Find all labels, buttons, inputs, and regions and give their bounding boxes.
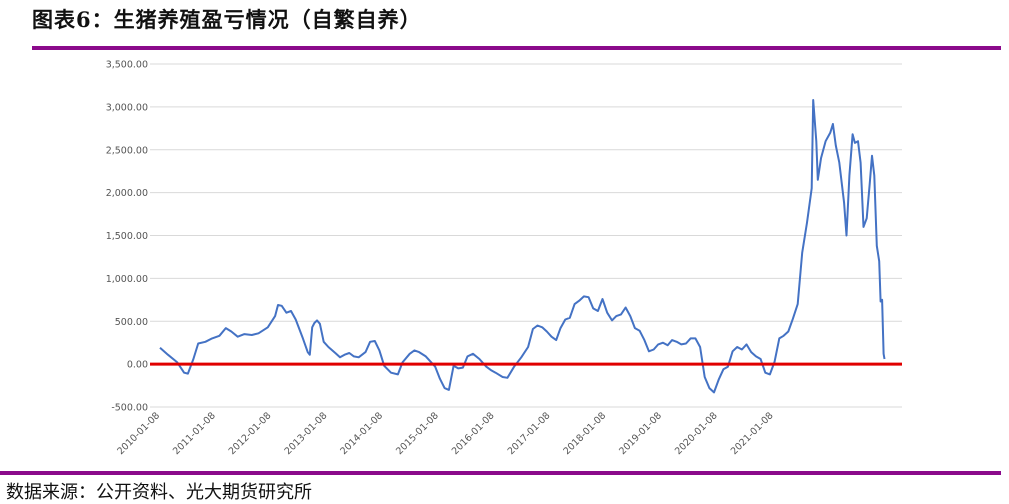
x-tick-label: 2015-01-08 [394, 410, 441, 457]
y-tick-label: 2,500.00 [106, 145, 148, 156]
x-tick-label: 2010-01-08 [115, 410, 162, 457]
x-tick-label: 2019-01-08 [617, 410, 664, 457]
x-tick-label: 2021-01-08 [729, 410, 776, 457]
top-accent-rule [32, 46, 1001, 50]
y-tick-label: 1,500.00 [106, 231, 148, 242]
y-tick-label: 500.00 [115, 317, 148, 328]
x-tick-label: 2011-01-08 [171, 410, 218, 457]
y-tick-label: -500.00 [111, 403, 148, 414]
y-tick-label: 1,000.00 [106, 274, 148, 285]
line-chart: 3,500.00 3,000.00 2,500.00 2,000.00 1,500.00… [106, 60, 902, 457]
x-tick-label: 2014-01-08 [338, 410, 385, 457]
x-tick-label: 2017-01-08 [506, 410, 553, 457]
y-tick-label: 2,000.00 [106, 188, 148, 199]
y-axis-ticks: 3,500.00 3,000.00 2,500.00 2,000.00 1,500.00… [106, 60, 148, 414]
x-tick-label: 2016-01-08 [450, 410, 497, 457]
x-tick-label: 2020-01-08 [673, 410, 720, 457]
gridlines [150, 63, 902, 408]
x-axis-ticks: 2010-01-08 2011-01-08 2012-01-08 2013-01-08… [115, 410, 775, 457]
series-line [159, 99, 886, 394]
source-note: 数据来源：公开资料、光大期货研究所 [6, 482, 312, 503]
x-tick-label: 2018-01-08 [561, 410, 608, 457]
y-tick-label: 0.00 [127, 360, 148, 371]
x-tick-label: 2012-01-08 [227, 410, 274, 457]
y-tick-label: 3,000.00 [106, 102, 148, 113]
bottom-accent-rule [0, 471, 1001, 475]
y-tick-label: 3,500.00 [106, 60, 148, 71]
x-tick-label: 2013-01-08 [283, 410, 330, 457]
figure-title: 图表6：生猪养殖盈亏情况（自繁自养） [32, 7, 422, 32]
